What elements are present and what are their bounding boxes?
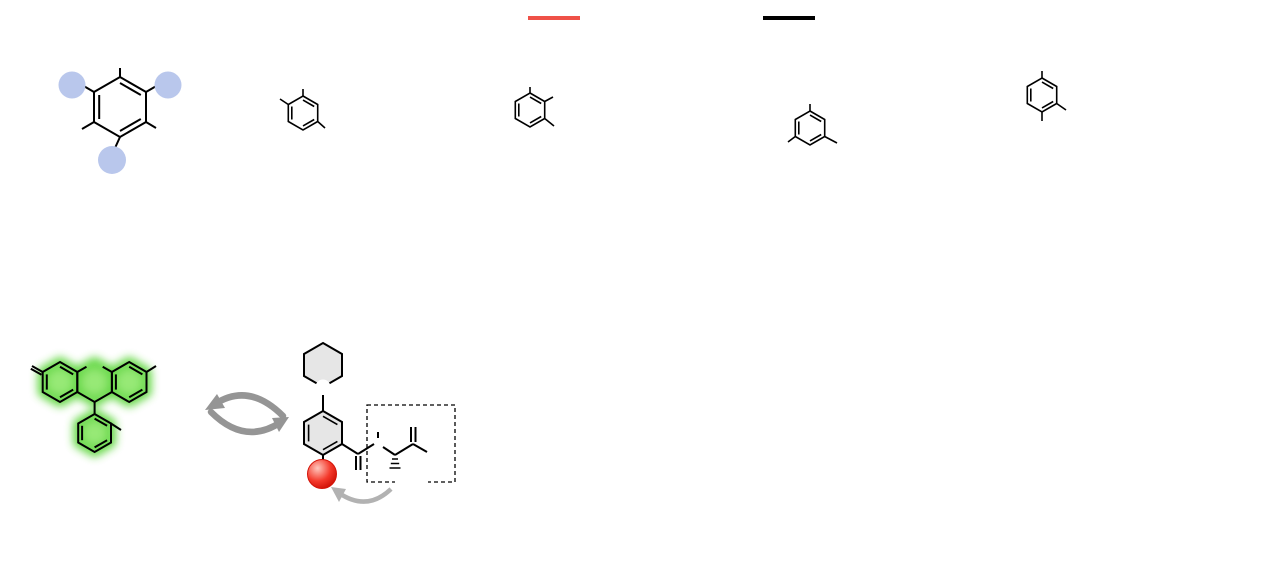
hyperfine-structure bbox=[58, 68, 182, 174]
cycle-arrow-bottom bbox=[207, 408, 285, 436]
f-highlight-sphere bbox=[307, 459, 337, 489]
o1-highlight-circle bbox=[58, 71, 86, 99]
legend-light-swatch bbox=[528, 16, 580, 20]
aa-dashed-box bbox=[366, 404, 456, 483]
inset-structure-m bbox=[787, 104, 838, 146]
discrimination-arrow bbox=[337, 487, 393, 504]
benzene-ring bbox=[81, 68, 159, 149]
discrimination-arrowhead-icon bbox=[331, 487, 346, 502]
cycle-arrow-top bbox=[211, 392, 287, 420]
arrowhead-left-icon bbox=[205, 394, 225, 410]
inset-structure-p bbox=[1026, 71, 1067, 121]
xanthene-ring bbox=[30, 360, 157, 454]
legend-dark-swatch bbox=[763, 16, 815, 20]
fpaba-aa-structure bbox=[303, 341, 456, 504]
inset-structure-o1 bbox=[279, 89, 326, 131]
fluorescein-structure bbox=[30, 357, 157, 457]
inset-structure-o2 bbox=[514, 87, 555, 128]
p-highlight-circle bbox=[98, 146, 126, 174]
n-gap bbox=[315, 379, 331, 395]
fpaba-benzene-ring bbox=[303, 409, 343, 457]
spectrum-aa-mixture bbox=[478, 286, 1268, 582]
electron-cycle bbox=[205, 392, 289, 436]
aa-label-bg bbox=[395, 474, 428, 489]
o2-highlight-circle bbox=[154, 71, 182, 99]
arrowhead-right-icon bbox=[272, 417, 289, 432]
